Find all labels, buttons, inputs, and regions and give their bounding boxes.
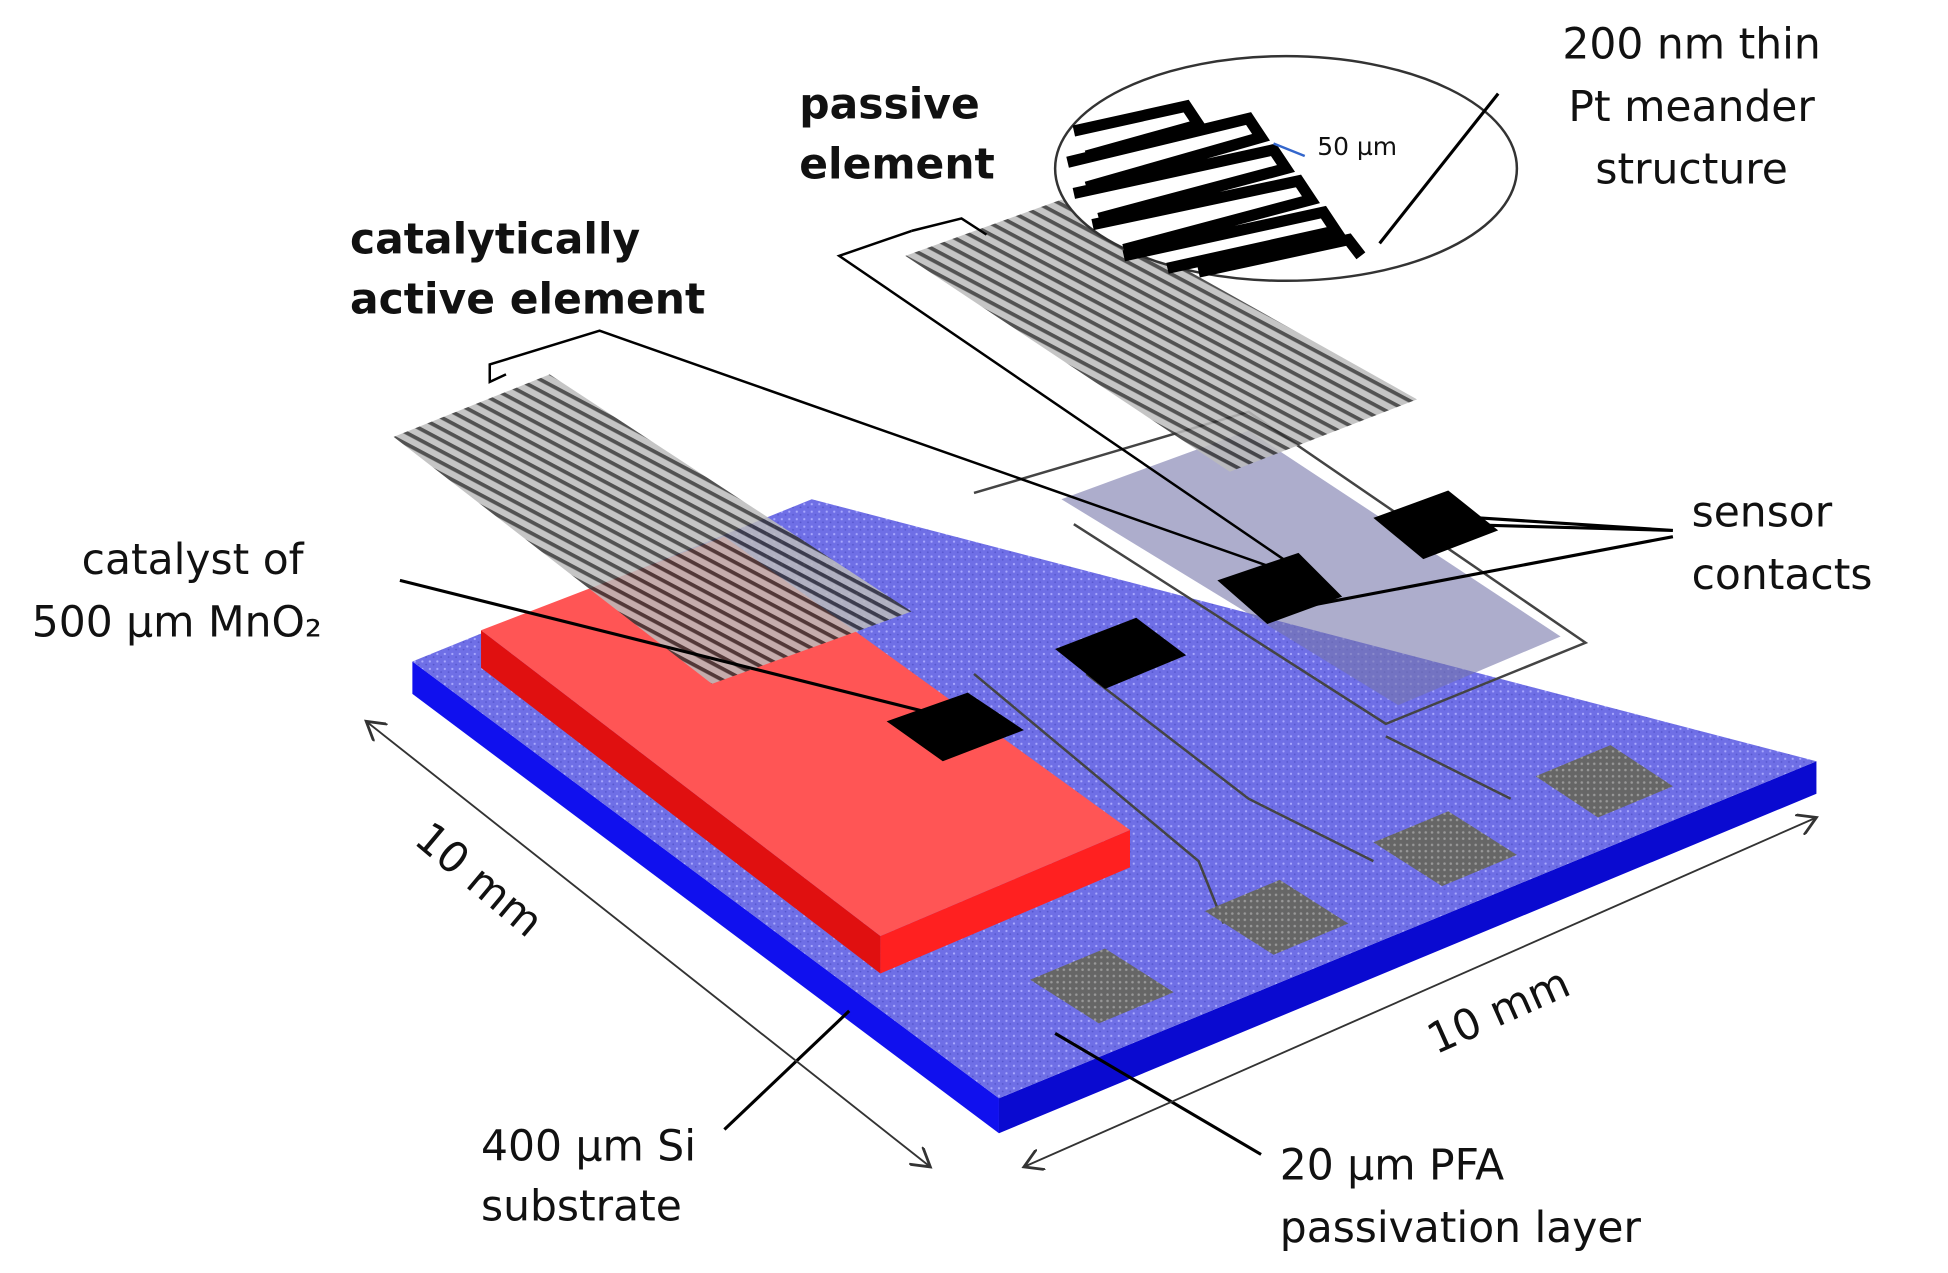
label: passivation layer — [1280, 1204, 1642, 1253]
label: 200 nm thin — [1562, 21, 1820, 70]
contact — [1373, 490, 1499, 560]
label: 10 mm — [405, 813, 551, 947]
label: passive — [799, 81, 979, 130]
label: catalyst of — [82, 536, 305, 585]
zoom-circle — [1053, 54, 1519, 283]
label: element — [799, 140, 995, 189]
label: 20 µm PFA — [1280, 1141, 1504, 1190]
label: contacts — [1692, 551, 1873, 600]
label: 400 µm Si — [481, 1123, 696, 1172]
label: substrate — [481, 1183, 682, 1232]
label: sensor — [1692, 489, 1833, 538]
label: 10 mm — [1420, 959, 1577, 1065]
active-meander — [393, 374, 912, 684]
label: Pt meander — [1568, 83, 1815, 132]
contact — [1217, 552, 1343, 625]
label: structure — [1595, 145, 1788, 194]
contact — [1055, 617, 1187, 689]
label: active element — [350, 275, 705, 324]
label: 50 µm — [1317, 132, 1397, 161]
dimension-arrow — [1024, 817, 1817, 1166]
passive-meander — [905, 199, 1418, 472]
dimension-arrow — [366, 721, 930, 1167]
label: 500 µm MnO₂ — [32, 599, 322, 648]
label: catalytically — [350, 215, 640, 264]
